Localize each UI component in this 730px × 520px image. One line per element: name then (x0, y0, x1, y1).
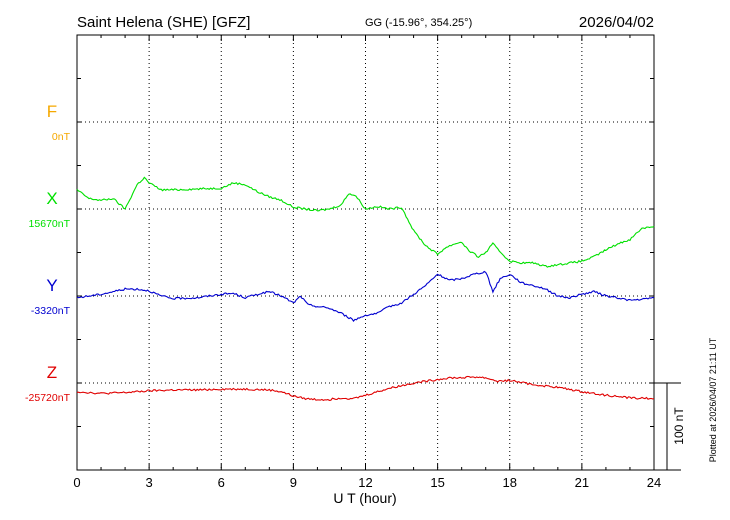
panel-baseline-y: -3320nT (31, 305, 71, 317)
panel-labels: F 0nT X 15670nT Y -3320nT Z -25720nT (25, 102, 71, 404)
coordinates-label: GG (-15.96°, 354.25°) (365, 17, 472, 29)
x-tick-label: 24 (647, 475, 661, 490)
panel-baseline-x: 15670nT (29, 218, 71, 230)
scale-bar (654, 382, 681, 471)
series-line-z (76, 375, 655, 402)
scale-bar-label: 100 nT (672, 407, 686, 445)
panel-name-z: Z (47, 363, 57, 382)
grid (77, 35, 654, 470)
x-tick-label: 18 (503, 475, 517, 490)
date-label: 2026/04/02 (579, 14, 654, 31)
series-line-x (76, 176, 655, 268)
series-line-y (76, 270, 655, 322)
x-tick-label: 6 (218, 475, 225, 490)
station-title: Saint Helena (SHE) [GFZ] (77, 14, 250, 31)
panel-baseline-z: -25720nT (25, 392, 71, 404)
x-tick-label: 12 (358, 475, 372, 490)
x-tick-label: 0 (73, 475, 80, 490)
x-tick-labels: 0 3 6 9 12 15 18 21 24 (73, 475, 661, 490)
x-tick-label: 9 (290, 475, 297, 490)
x-tick-label: 21 (575, 475, 589, 490)
panel-baseline-f: 0nT (52, 131, 71, 143)
panel-name-x: X (46, 189, 57, 208)
plotted-timestamp: Plotted at 2026/04/07 21:11 UT (708, 337, 718, 462)
axis-ticks (76, 34, 655, 471)
panel-name-y: Y (46, 276, 57, 295)
series-lines (76, 176, 655, 402)
panel-name-f: F (47, 102, 57, 121)
plot-frame (76, 34, 655, 471)
x-axis-label: U T (hour) (333, 490, 396, 506)
x-tick-label: 3 (146, 475, 153, 490)
x-tick-label: 15 (430, 475, 444, 490)
